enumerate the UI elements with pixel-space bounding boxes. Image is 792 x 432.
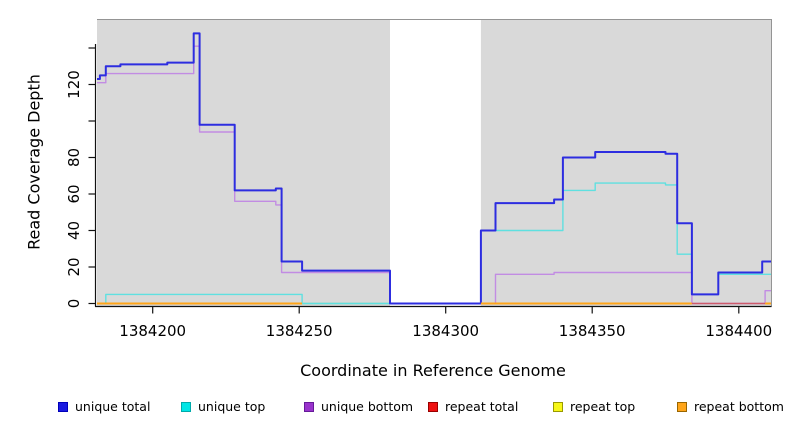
legend-item-repeat-bottom: repeat bottom <box>677 400 784 414</box>
plot-area: 1384200 1384250 1384300 1384350 1384400 0 20 40… <box>65 19 772 340</box>
y-tick-label: 60 <box>65 184 83 203</box>
x-tick-label: 1384200 <box>119 322 186 340</box>
legend-item-unique-bottom: unique bottom <box>304 400 413 414</box>
legend-item-repeat-top: repeat top <box>553 400 635 414</box>
y-tick-label: 120 <box>65 70 83 99</box>
legend-label: repeat bottom <box>694 399 784 414</box>
no-data-band <box>390 19 481 307</box>
legend-label: repeat total <box>445 399 519 414</box>
legend-item-unique-total: unique total <box>58 400 150 414</box>
legend-swatch-icon <box>677 402 687 412</box>
legend-label: unique total <box>75 399 151 414</box>
legend-swatch-icon <box>181 402 191 412</box>
legend-swatch-icon <box>304 402 314 412</box>
legend-swatch-icon <box>428 402 438 412</box>
legend-label: unique top <box>198 399 266 414</box>
legend-item-repeat-total: repeat total <box>428 400 518 414</box>
y-tick-label: 80 <box>65 148 83 167</box>
y-tick-label: 0 <box>65 299 83 309</box>
x-axis-title: Coordinate in Reference Genome <box>300 361 566 380</box>
x-tick-label: 1384350 <box>559 322 626 340</box>
series-unique-total <box>97 32 771 305</box>
y-tick-label: 20 <box>65 257 83 276</box>
legend-swatch-icon <box>58 402 68 412</box>
y-tick-label: 40 <box>65 221 83 240</box>
panel-border <box>97 19 772 307</box>
legend-label: repeat top <box>570 399 636 414</box>
x-tick-label: 1384250 <box>266 322 333 340</box>
x-tick-label: 1384400 <box>705 322 772 340</box>
legend-swatch-icon <box>553 402 563 412</box>
y-axis-title: Read Coverage Depth <box>24 74 44 250</box>
legend-item-unique-top: unique top <box>181 400 265 414</box>
legend-label: unique bottom <box>321 399 414 414</box>
x-tick-label: 1384300 <box>412 322 479 340</box>
